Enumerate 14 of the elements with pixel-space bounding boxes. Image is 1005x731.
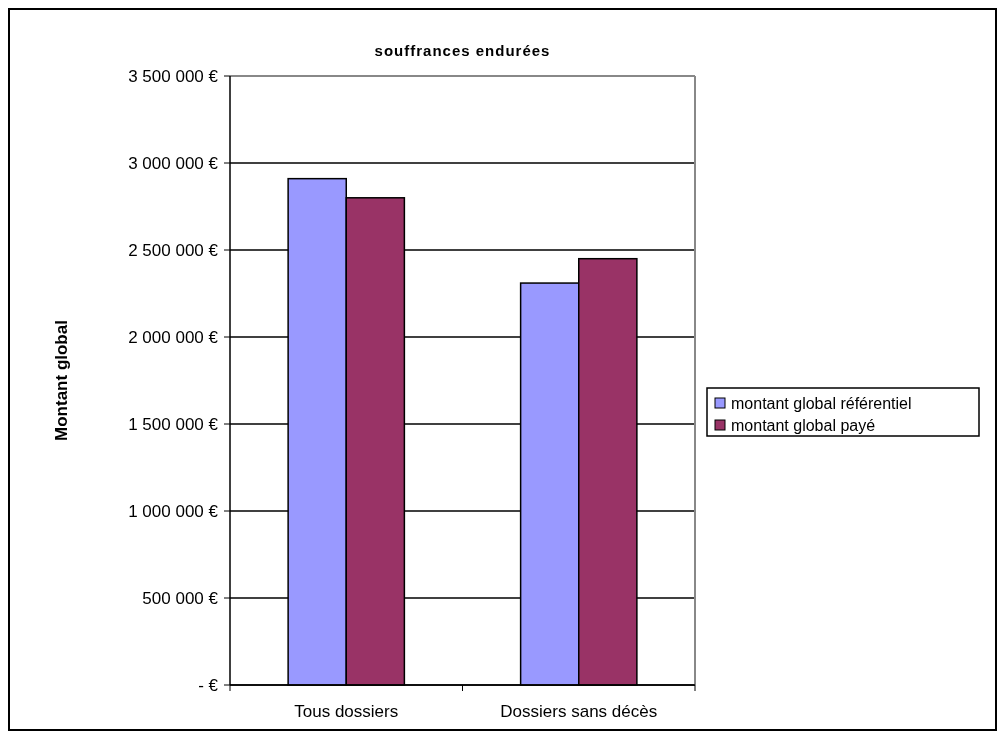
x-tick-label: Tous dossiers — [294, 702, 399, 721]
x-tick-label: Dossiers sans décès — [500, 702, 658, 721]
y-tick-label: 3 000 000 € — [128, 153, 219, 173]
y-tick-label: 1 500 000 € — [128, 414, 219, 434]
y-tick-label: 2 500 000 € — [128, 240, 219, 260]
legend-label: montant global payé — [731, 416, 876, 434]
y-tick-label: 500 000 € — [142, 588, 219, 608]
y-tick-label: - € — [198, 675, 219, 695]
y-tick-label: 3 500 000 € — [128, 66, 219, 86]
y-tick-label: 1 000 000 € — [128, 501, 219, 521]
y-tick-label: 2 000 000 € — [128, 327, 219, 347]
y-axis-title: Montant global — [52, 320, 71, 441]
legend-label: montant global référentiel — [731, 394, 912, 412]
chart-title: souffrances endurées — [374, 42, 551, 59]
